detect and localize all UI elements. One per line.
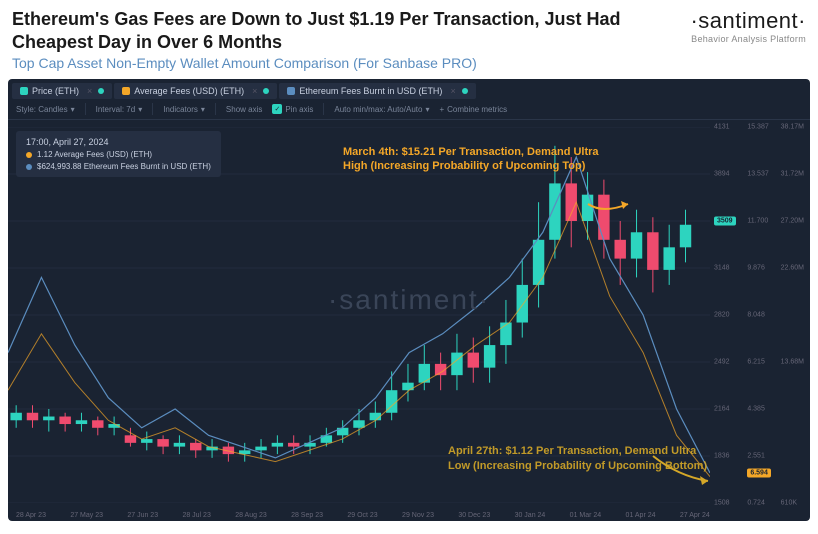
y-tick-label: 22.60M [781, 265, 804, 272]
brand-name: ·santiment· [690, 8, 806, 34]
combine-button[interactable]: + Combine metrics [439, 105, 507, 114]
y-axis-column: 4131389434763148282024922164183615083509 [710, 127, 743, 503]
interval-selector[interactable]: Interval: 7d ▾ [96, 105, 143, 114]
x-tick-label: 29 Oct 23 [347, 512, 377, 519]
y-tick-label: 6.215 [747, 359, 765, 366]
y-tick-label: 2820 [714, 312, 730, 319]
annotation-high: March 4th: $15.21 Per Transaction, Deman… [343, 145, 623, 174]
page-subtitle: Top Cap Asset Non-Empty Wallet Amount Co… [12, 55, 690, 71]
y-tick-label: 1508 [714, 500, 730, 507]
show-axis-toggle[interactable]: Show axis [226, 105, 262, 114]
y-tick-label: 31.72M [781, 171, 804, 178]
x-tick-label: 28 Aug 23 [235, 512, 267, 519]
legend-marker-icon [98, 88, 104, 94]
page-title: Ethereum's Gas Fees are Down to Just $1.… [12, 8, 690, 53]
legend-label: Average Fees (USD) (ETH) [134, 86, 244, 96]
x-tick-label: 28 Apr 23 [16, 512, 46, 519]
chart-toolbar: Style: Candles ▾ Interval: 7d ▾ Indicato… [8, 99, 810, 120]
brand-block: ·santiment· Behavior Analysis Platform [690, 8, 806, 44]
close-icon[interactable]: × [450, 86, 455, 96]
y-highlight-label: 6.594 [747, 468, 771, 477]
header: Ethereum's Gas Fees are Down to Just $1.… [0, 0, 818, 75]
arrow-low-icon [648, 451, 718, 491]
legend-tabs: Price (ETH)×Average Fees (USD) (ETH)×Eth… [8, 79, 810, 99]
x-tick-label: 28 Sep 23 [291, 512, 323, 519]
legend-label: Price (ETH) [32, 86, 79, 96]
close-icon[interactable]: × [87, 86, 92, 96]
tooltip-box: 17:00, April 27, 2024 1.12 Average Fees … [16, 131, 221, 177]
y-tick-label: 0.724 [747, 500, 765, 507]
chart-container: Price (ETH)×Average Fees (USD) (ETH)×Eth… [8, 79, 810, 521]
legend-color-icon [122, 87, 130, 95]
tooltip-row: $624,993.88 Ethereum Fees Burnt in USD (… [26, 162, 211, 171]
y-axis: 4131389434763148282024922164183615083509… [710, 127, 810, 503]
y-tick-label: 2164 [714, 406, 730, 413]
y-tick-label: 2492 [714, 359, 730, 366]
y-tick-label: 2.551 [747, 453, 765, 460]
y-tick-label: 3148 [714, 265, 730, 272]
style-selector[interactable]: Style: Candles ▾ [16, 105, 75, 114]
x-tick-label: 27 Apr 24 [680, 512, 710, 519]
legend-color-icon [287, 87, 295, 95]
arrow-high-icon [583, 199, 643, 239]
dot-icon [26, 164, 32, 170]
x-tick-label: 30 Jan 24 [515, 512, 546, 519]
legend-label: Ethereum Fees Burnt in USD (ETH) [299, 86, 442, 96]
legend-tab[interactable]: Price (ETH) × [12, 83, 112, 99]
y-tick-label: 9.876 [747, 265, 765, 272]
x-tick-label: 29 Nov 23 [402, 512, 434, 519]
legend-tab[interactable]: Ethereum Fees Burnt in USD (ETH) × [279, 83, 475, 99]
dot-icon [26, 152, 32, 158]
y-tick-label: 38.17M [781, 124, 804, 131]
legend-color-icon [20, 87, 28, 95]
x-tick-label: 30 Dec 23 [458, 512, 490, 519]
y-tick-label: 13.537 [747, 171, 768, 178]
y-tick-label: 11.700 [747, 218, 768, 225]
pin-axis-toggle[interactable]: ✓Pin axis [272, 104, 313, 114]
y-tick-label: 3894 [714, 171, 730, 178]
minmax-selector[interactable]: Auto min/max: Auto/Auto ▾ [334, 105, 429, 114]
tooltip-time: 17:00, April 27, 2024 [26, 137, 211, 147]
legend-marker-icon [462, 88, 468, 94]
y-axis-column: 15.387 13.537 11.700 9.876 8.048 6.215 4.385 2.… [743, 127, 776, 503]
y-tick-label: 610K [781, 500, 797, 507]
y-tick-label: 13.68M [781, 359, 804, 366]
x-tick-label: 27 May 23 [70, 512, 103, 519]
indicators-button[interactable]: Indicators ▾ [163, 105, 205, 114]
legend-tab[interactable]: Average Fees (USD) (ETH) × [114, 83, 277, 99]
y-tick-label: 8.048 [747, 312, 765, 319]
y-axis-column: 38.17M31.72M27.20M22.60M13.68M610K [777, 127, 810, 503]
x-tick-label: 01 Mar 24 [570, 512, 602, 519]
x-tick-label: 28 Jul 23 [182, 512, 210, 519]
y-tick-label: 4131 [714, 124, 730, 131]
close-icon[interactable]: × [252, 86, 257, 96]
y-highlight-label: 3509 [714, 217, 736, 226]
x-axis: 28 Apr 23 27 May 23 27 Jun 23 28 Jul 23 28 A… [16, 512, 710, 519]
legend-marker-icon [263, 88, 269, 94]
brand-tagline: Behavior Analysis Platform [690, 34, 806, 44]
y-tick-label: 15.387 [747, 124, 768, 131]
y-tick-label: 27.20M [781, 218, 804, 225]
y-tick-label: 4.385 [747, 406, 765, 413]
x-tick-label: 01 Apr 24 [626, 512, 656, 519]
x-tick-label: 27 Jun 23 [127, 512, 158, 519]
tooltip-row: 1.12 Average Fees (USD) (ETH) [26, 150, 211, 159]
